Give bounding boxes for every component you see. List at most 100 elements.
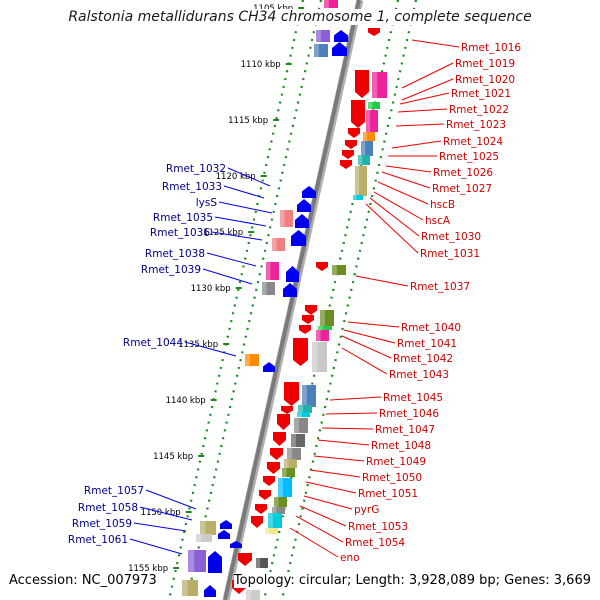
reverse-gene-box-25 (268, 513, 282, 528)
forward-leader-line (223, 185, 265, 199)
reverse-leader-line (369, 197, 420, 237)
reverse-arrow-13 (281, 406, 293, 414)
kbp-tick-label: 1120 kbp (216, 172, 256, 182)
forward-leader-line (184, 341, 237, 357)
reverse-arrow-9 (302, 315, 314, 324)
reverse-gene-box-26 (265, 528, 278, 534)
map-title: Ralstonia metallidurans CH34 chromosome … (0, 9, 600, 25)
forward-arrow-2 (302, 186, 316, 198)
reverse-gene-label: Rmet_1030 (421, 231, 481, 243)
accession-text: Accession: NC_007973 (9, 573, 157, 588)
forward-gene-box-2 (280, 210, 293, 227)
reverse-gene-label: Rmet_1050 (362, 472, 422, 484)
reverse-gene-box-27 (256, 558, 268, 568)
reverse-strand-features (232, 0, 387, 600)
kbp-tick-label: 1130 kbp (191, 284, 231, 294)
reverse-gene-box-6 (358, 155, 370, 165)
reverse-leader-line (305, 481, 357, 494)
kbp-tick-label: 1140 kbp (166, 396, 206, 406)
reverse-gene-label: Rmet_1042 (393, 353, 453, 365)
reverse-gene-box-4 (363, 132, 375, 141)
reverse-gene-box-11 (318, 326, 332, 330)
forward-gene-box-9 (188, 550, 206, 572)
reverse-arrow-4 (345, 140, 357, 149)
reverse-gene-box-14 (302, 385, 316, 407)
reverse-gene-box-10 (320, 310, 334, 326)
reverse-gene-label: Rmet_1049 (366, 456, 426, 468)
forward-arrow-12 (208, 551, 222, 573)
reverse-gene-box-0 (324, 0, 338, 8)
reverse-leader-line (303, 495, 353, 510)
forward-arrow-7 (283, 283, 297, 297)
reverse-leader-line (401, 62, 454, 89)
reverse-arrow-20 (255, 504, 267, 514)
forward-gene-box-7 (200, 521, 216, 535)
forward-arrow-1 (332, 42, 347, 56)
forward-arrow-0 (334, 30, 348, 42)
kbp-tick-label: 1145 kbp (153, 452, 193, 462)
forward-leader-line (211, 231, 263, 241)
forward-gene-box-3 (272, 238, 285, 251)
reverse-arrow-18 (263, 476, 275, 486)
reverse-leader-line (373, 191, 424, 221)
forward-arrow-5 (291, 230, 306, 246)
reverse-gene-label: hscB (430, 199, 455, 211)
forward-arrow-6 (286, 266, 299, 282)
reverse-gene-labels: Rmet_1016 Rmet_1019 Rmet_1020 Rmet_1021 Rmet… (289, 39, 521, 564)
reverse-arrow-14 (277, 414, 290, 430)
reverse-gene-label: hscA (425, 215, 451, 227)
forward-gene-box-6 (245, 354, 259, 366)
forward-gene-label: Rmet_1036 (150, 227, 210, 239)
reverse-gene-box-18 (291, 434, 305, 447)
forward-arrow-10 (218, 530, 230, 539)
reverse-arrow-22 (238, 553, 252, 566)
reverse-leader-line (329, 396, 382, 401)
reverse-leader-line (401, 78, 454, 101)
forward-arrow-13 (204, 585, 216, 597)
forward-gene-label: Rmet_1057 (84, 485, 144, 497)
reverse-leader-line (341, 335, 392, 359)
reverse-leader-line (395, 123, 445, 127)
reverse-gene-label: Rmet_1037 (410, 281, 470, 293)
reverse-leader-line (313, 455, 365, 462)
reverse-gene-label: Rmet_1041 (397, 338, 457, 350)
reverse-gene-box-24 (272, 507, 285, 514)
reverse-arrow-8 (305, 305, 317, 315)
reverse-leader-line (321, 427, 374, 430)
reverse-gene-box-20 (284, 459, 297, 468)
chromosome-backbone (222, 0, 364, 600)
topology-text: Topology: circular; Length: 3,928,089 bp… (233, 573, 591, 588)
reverse-leader-line (295, 515, 344, 543)
reverse-gene-label: Rmet_1025 (439, 151, 499, 163)
reverse-gene-box-19 (287, 448, 301, 460)
reverse-arrow-1 (355, 70, 369, 98)
reverse-gene-label: Rmet_1045 (383, 392, 443, 404)
reverse-gene-label: Rmet_1054 (345, 537, 405, 549)
reverse-gene-label: Rmet_1053 (348, 521, 408, 533)
reverse-gene-label: Rmet_1020 (455, 74, 515, 86)
forward-gene-label: Rmet_1061 (68, 534, 128, 546)
reverse-gene-box-16 (297, 412, 310, 417)
forward-leader-line (202, 268, 253, 285)
forward-gene-label: Rmet_1038 (145, 248, 205, 260)
reverse-gene-box-23 (274, 497, 287, 507)
forward-gene-labels: Rmet_1032 Rmet_1033 lysS Rmet_1035 Rmet_1036… (68, 163, 273, 555)
forward-leader-line (218, 201, 273, 214)
forward-arrow-8 (263, 362, 275, 372)
reverse-gene-label: Rmet_1016 (461, 42, 521, 54)
forward-gene-label: lysS (196, 197, 218, 209)
reverse-arrow-12 (284, 382, 299, 406)
kbp-tick-label: 1115 kbp (228, 116, 268, 126)
kbp-tick-label: 1135 kbp (178, 340, 218, 350)
forward-gene-label: Rmet_1058 (78, 502, 138, 514)
reverse-gene-label: Rmet_1031 (420, 248, 480, 260)
reverse-gene-label: Rmet_1047 (375, 424, 435, 436)
forward-gene-box-1 (314, 44, 328, 57)
forward-arrow-9 (220, 520, 232, 529)
reverse-gene-box-1 (372, 72, 387, 98)
reverse-arrow-6 (340, 160, 352, 169)
reverse-gene-box-28 (246, 590, 260, 600)
reverse-gene-label: pyrG (354, 504, 379, 516)
forward-gene-label: Rmet_1032 (166, 163, 226, 175)
